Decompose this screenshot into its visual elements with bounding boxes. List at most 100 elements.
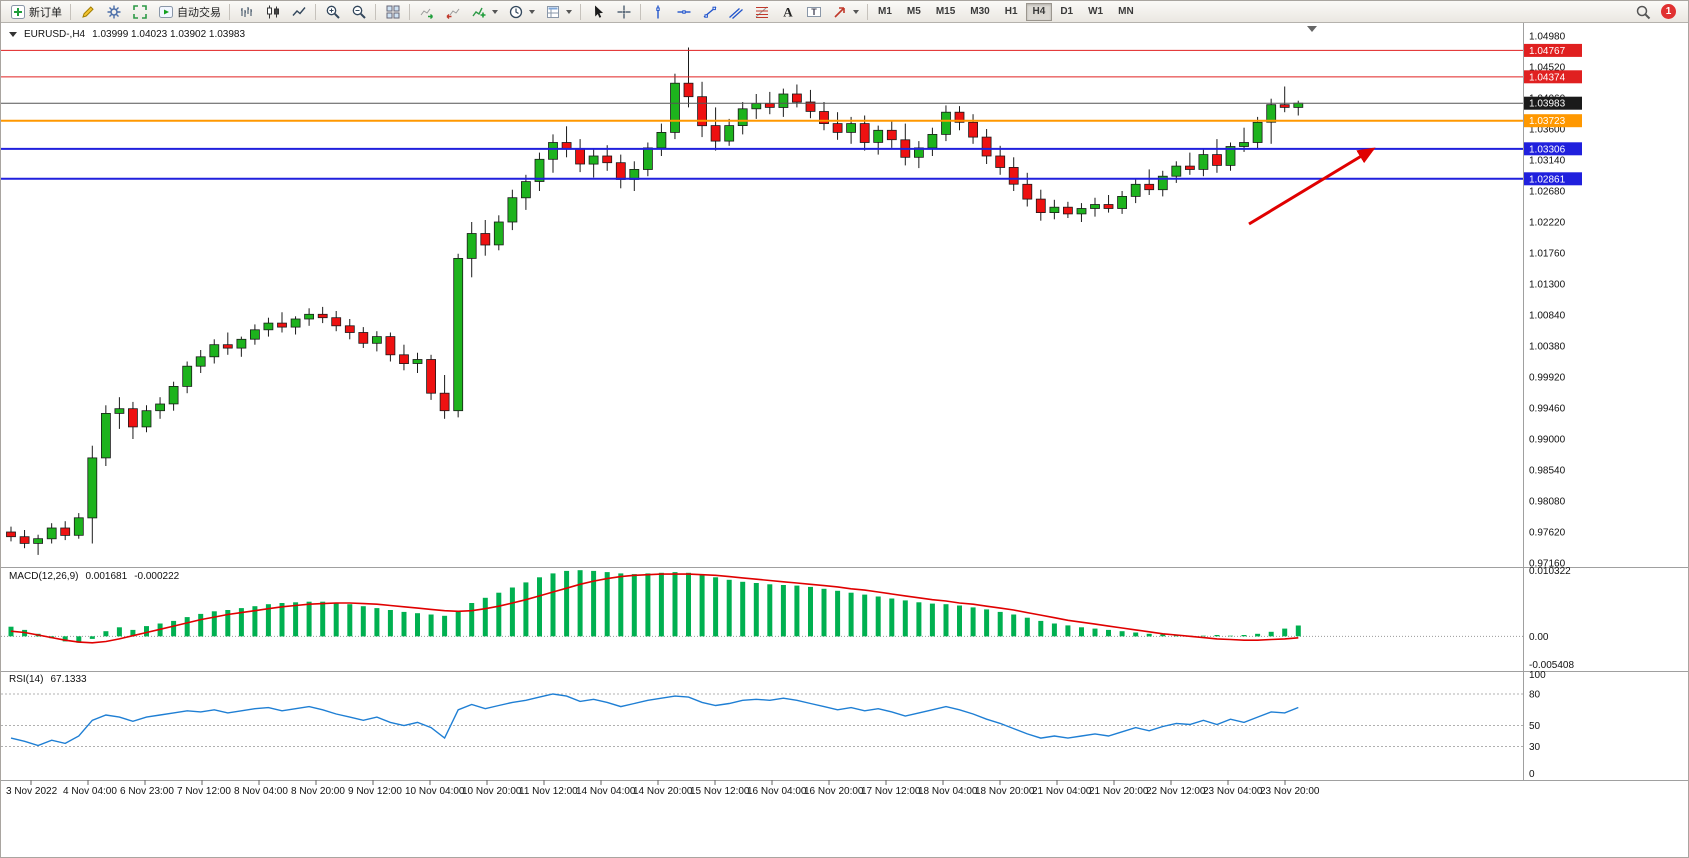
- svg-text:-0.005408: -0.005408: [1529, 660, 1574, 671]
- search-button[interactable]: [1630, 2, 1655, 22]
- svg-text:0.98080: 0.98080: [1529, 497, 1566, 508]
- timeframe-mn-button[interactable]: MN: [1111, 3, 1141, 21]
- text-label-button[interactable]: T: [801, 2, 826, 22]
- chart-shift-button[interactable]: [440, 2, 465, 22]
- chart-candles-button[interactable]: [260, 2, 285, 22]
- zoom-in-button[interactable]: [320, 2, 345, 22]
- crosshair-button[interactable]: [611, 2, 636, 22]
- macd-panel: [1, 570, 1523, 644]
- periods-button[interactable]: [503, 2, 539, 22]
- dropdown-caret-icon: [492, 9, 498, 14]
- timeframe-d1-button[interactable]: D1: [1053, 3, 1080, 21]
- timeframe-m15-button[interactable]: M15: [929, 3, 962, 21]
- svg-text:1.04374: 1.04374: [1529, 72, 1566, 83]
- zoomin-icon: [324, 3, 341, 20]
- trendline-button[interactable]: [697, 2, 722, 22]
- new-order-button[interactable]: 新订单: [5, 2, 66, 22]
- chart-shift-marker[interactable]: [1307, 26, 1317, 32]
- svg-text:0.98540: 0.98540: [1529, 466, 1566, 477]
- metaeditor-button[interactable]: [75, 2, 100, 22]
- chart-canvas[interactable]: 1.049801.045201.040601.036001.031401.026…: [1, 23, 1689, 858]
- svg-text:10 Nov 20:00: 10 Nov 20:00: [462, 786, 522, 797]
- svg-text:4 Nov 04:00: 4 Nov 04:00: [63, 786, 117, 797]
- vertical-line-button[interactable]: [645, 2, 670, 22]
- price-axis[interactable]: 1.049801.045201.040601.036001.031401.026…: [1529, 32, 1566, 570]
- channel-icon: [727, 3, 744, 20]
- fibonacci-button[interactable]: [749, 2, 774, 22]
- vline-icon: [649, 3, 666, 20]
- svg-text:1.02861: 1.02861: [1529, 174, 1566, 185]
- svg-text:1.02220: 1.02220: [1529, 218, 1566, 229]
- options-button[interactable]: [101, 2, 126, 22]
- timeframe-h4-button[interactable]: H4: [1025, 2, 1053, 21]
- toolbar-separator: [409, 3, 410, 20]
- timeframe-m30-button[interactable]: M30: [963, 3, 996, 21]
- toolbar-buttons: 新订单 自动交易 A T: [5, 2, 871, 22]
- arrows-button[interactable]: [827, 2, 863, 22]
- cursor-button[interactable]: [585, 2, 610, 22]
- tile-windows-button[interactable]: [380, 2, 405, 22]
- panel-dividers[interactable]: [1, 23, 1689, 781]
- svg-text:10 Nov 04:00: 10 Nov 04:00: [405, 786, 465, 797]
- trend-arrow-annotation[interactable]: [1248, 147, 1376, 226]
- autotrading-icon: [157, 3, 174, 20]
- timeframe-m5-button[interactable]: M5: [900, 3, 928, 21]
- options-icon: [105, 3, 122, 20]
- price-tag: 1.02861: [1524, 172, 1582, 186]
- svg-text:11 Nov 12:00: 11 Nov 12:00: [519, 786, 578, 797]
- toolbar-separator: [70, 3, 71, 20]
- timeframe-w1-button[interactable]: W1: [1081, 3, 1110, 21]
- svg-text:0.99920: 0.99920: [1529, 373, 1566, 384]
- price-tag: 1.04767: [1524, 43, 1582, 57]
- macd-signal-line: [10, 573, 1299, 644]
- templates-button[interactable]: [540, 2, 576, 22]
- svg-text:9 Nov 12:00: 9 Nov 12:00: [348, 786, 402, 797]
- dropdown-caret-icon: [529, 9, 535, 14]
- time-axis[interactable]: 3 Nov 2022 4 Nov 04:00 6 Nov 23:00 7 Nov 12…: [6, 780, 1320, 797]
- autotrading-button[interactable]: 自动交易: [153, 2, 225, 22]
- timeframe-m1-button[interactable]: M1: [871, 3, 899, 21]
- horizontal-line-button[interactable]: [671, 2, 696, 22]
- arrows-icon: [831, 3, 848, 20]
- indicators-button[interactable]: [466, 2, 502, 22]
- autotrading-button-label: 自动交易: [177, 6, 221, 19]
- horizontal-level-lines[interactable]: [1, 49, 1523, 180]
- auto-scroll-button[interactable]: [414, 2, 439, 22]
- svg-text:0.97160: 0.97160: [1529, 559, 1566, 570]
- svg-text:14 Nov 20:00: 14 Nov 20:00: [633, 786, 693, 797]
- zoom-out-button[interactable]: [346, 2, 371, 22]
- toolbar-separator: [640, 3, 641, 20]
- hline-icon: [675, 3, 692, 20]
- svg-text:50: 50: [1529, 721, 1541, 732]
- svg-text:18 Nov 04:00: 18 Nov 04:00: [918, 786, 978, 797]
- timeframe-h1-button[interactable]: H1: [998, 3, 1025, 21]
- label-icon: T: [805, 3, 822, 20]
- chart-bars-button[interactable]: [234, 2, 259, 22]
- tile-icon: [384, 3, 401, 20]
- svg-text:23 Nov 04:00: 23 Nov 04:00: [1203, 786, 1263, 797]
- svg-text:30: 30: [1529, 742, 1541, 753]
- chart-line-button[interactable]: [286, 2, 311, 22]
- text-button[interactable]: A: [775, 2, 800, 22]
- toolbar-separator: [229, 3, 230, 20]
- svg-text:1.02680: 1.02680: [1529, 187, 1566, 198]
- channel-button[interactable]: [723, 2, 748, 22]
- price-tag: 1.03723: [1524, 114, 1582, 128]
- svg-text:1.03306: 1.03306: [1529, 144, 1566, 155]
- svg-text:1.03140: 1.03140: [1529, 156, 1566, 167]
- svg-text:1.04980: 1.04980: [1529, 32, 1566, 43]
- notification-badge[interactable]: 1: [1661, 4, 1676, 19]
- price-tag: 1.03983: [1524, 96, 1582, 110]
- macd-axis[interactable]: 0.010322 0.00 -0.005408: [1529, 566, 1574, 671]
- svg-text:1.01300: 1.01300: [1529, 280, 1566, 291]
- toolbar-right-cluster: 1: [1630, 2, 1684, 22]
- fullscreen-button[interactable]: [127, 2, 152, 22]
- chart-menu-icon[interactable]: [9, 32, 17, 41]
- rsi-panel: [1, 693, 1523, 747]
- new-order-icon: [9, 3, 26, 20]
- fullscreen-icon: [131, 3, 148, 20]
- chartshift-icon: [444, 3, 461, 20]
- rsi-axis[interactable]: 100 80 50 30 0: [1529, 670, 1546, 780]
- candlesticks: [6, 47, 1304, 555]
